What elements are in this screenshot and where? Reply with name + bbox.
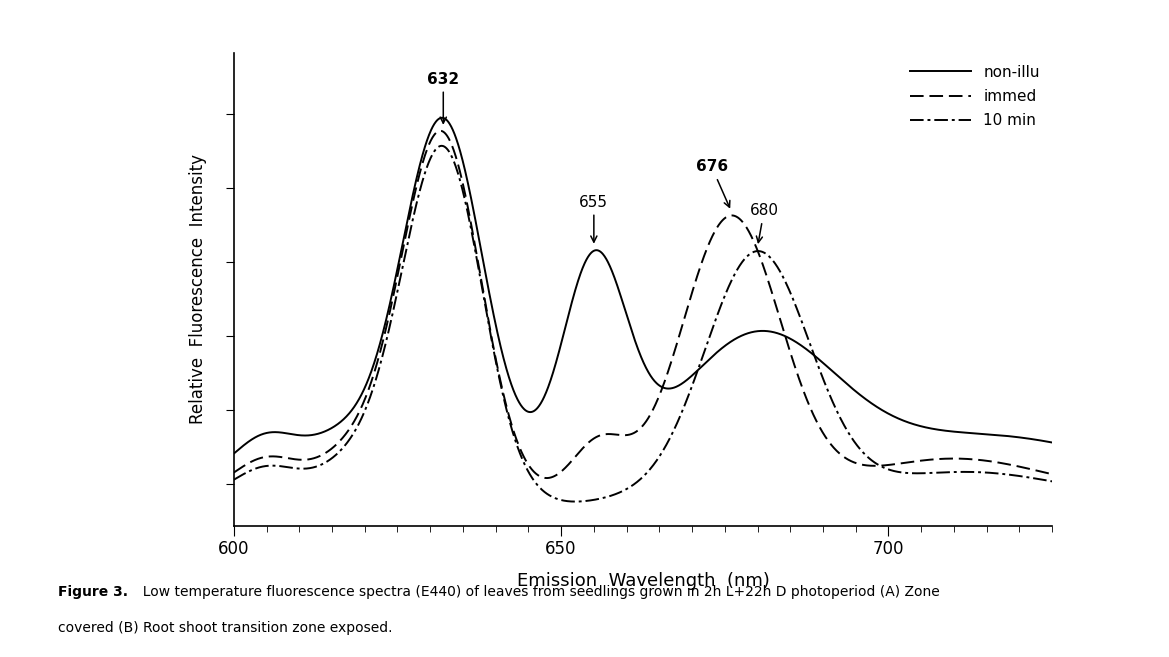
immed — [434, 127, 448, 135]
Y-axis label: Relative  Fluorescence  Intensity: Relative Fluorescence Intensity — [188, 154, 207, 424]
immed — [227, 468, 241, 476]
immed — [1045, 470, 1059, 478]
immed — [269, 453, 283, 461]
immed — [540, 474, 554, 482]
non-illu — [269, 428, 283, 436]
immed — [872, 462, 886, 470]
Text: 680: 680 — [749, 203, 779, 242]
10 min — [227, 476, 241, 484]
X-axis label: Emission  Wavelength  (nm): Emission Wavelength (nm) — [517, 572, 769, 590]
10 min — [1022, 474, 1036, 482]
10 min — [568, 497, 582, 505]
Text: covered (B) Root shoot transition zone exposed.: covered (B) Root shoot transition zone e… — [58, 621, 393, 635]
immed — [625, 430, 639, 438]
10 min — [625, 482, 639, 489]
10 min — [435, 142, 449, 150]
non-illu — [625, 328, 639, 336]
10 min — [872, 461, 886, 469]
non-illu — [227, 449, 241, 457]
non-illu — [603, 263, 617, 271]
immed — [1022, 465, 1036, 473]
immed — [1022, 464, 1036, 472]
non-illu — [435, 114, 449, 122]
10 min — [1045, 478, 1059, 486]
Text: 632: 632 — [427, 72, 459, 124]
non-illu — [1022, 435, 1036, 443]
Line: immed: immed — [234, 131, 1052, 478]
non-illu — [872, 404, 886, 412]
Legend: non-illu, immed, 10 min: non-illu, immed, 10 min — [906, 60, 1044, 133]
Line: 10 min: 10 min — [234, 146, 1052, 501]
non-illu — [1045, 439, 1059, 447]
Text: 655: 655 — [580, 194, 608, 242]
Text: Figure 3.: Figure 3. — [58, 585, 129, 599]
immed — [604, 430, 618, 438]
10 min — [269, 462, 283, 470]
Text: 676: 676 — [696, 159, 729, 207]
Text: Low temperature fluorescence spectra (E440) of leaves from seedlings grown in 2h: Low temperature fluorescence spectra (E4… — [134, 585, 940, 599]
Line: non-illu: non-illu — [234, 118, 1052, 453]
10 min — [1022, 474, 1036, 482]
non-illu — [1022, 435, 1036, 443]
10 min — [604, 492, 618, 500]
